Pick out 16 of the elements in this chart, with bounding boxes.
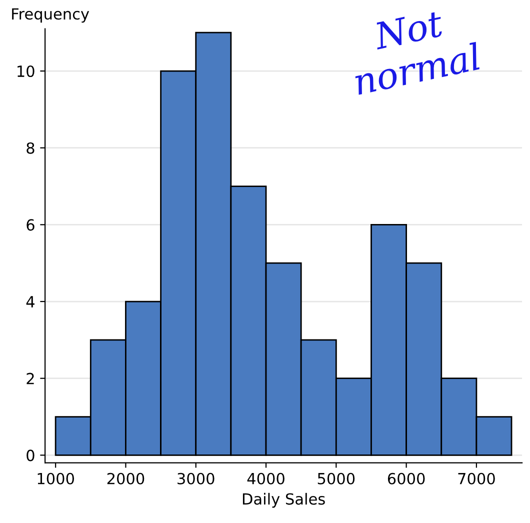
x-tick-label: 3000 <box>178 472 214 484</box>
x-tick-label: 1000 <box>38 472 74 484</box>
y-tick-label: 4 <box>26 296 34 308</box>
x-tick-label: 5000 <box>318 472 355 484</box>
annotation: Not normal <box>353 9 482 96</box>
x-tick-label: 6000 <box>388 472 425 484</box>
y-tick-label: 8 <box>26 142 34 154</box>
x-axis-title: Daily Sales <box>242 492 325 508</box>
x-tick-label: 7000 <box>458 472 495 484</box>
y-axis-title: Frequency <box>12 8 90 23</box>
y-tick-label: 6 <box>26 219 34 231</box>
y-tick-label: 10 <box>18 65 34 78</box>
x-tick-label: 4000 <box>247 472 284 484</box>
x-tick-label: 2000 <box>107 472 144 484</box>
y-tick-label: 2 <box>26 372 34 384</box>
y-tick-label: 0 <box>26 450 34 462</box>
